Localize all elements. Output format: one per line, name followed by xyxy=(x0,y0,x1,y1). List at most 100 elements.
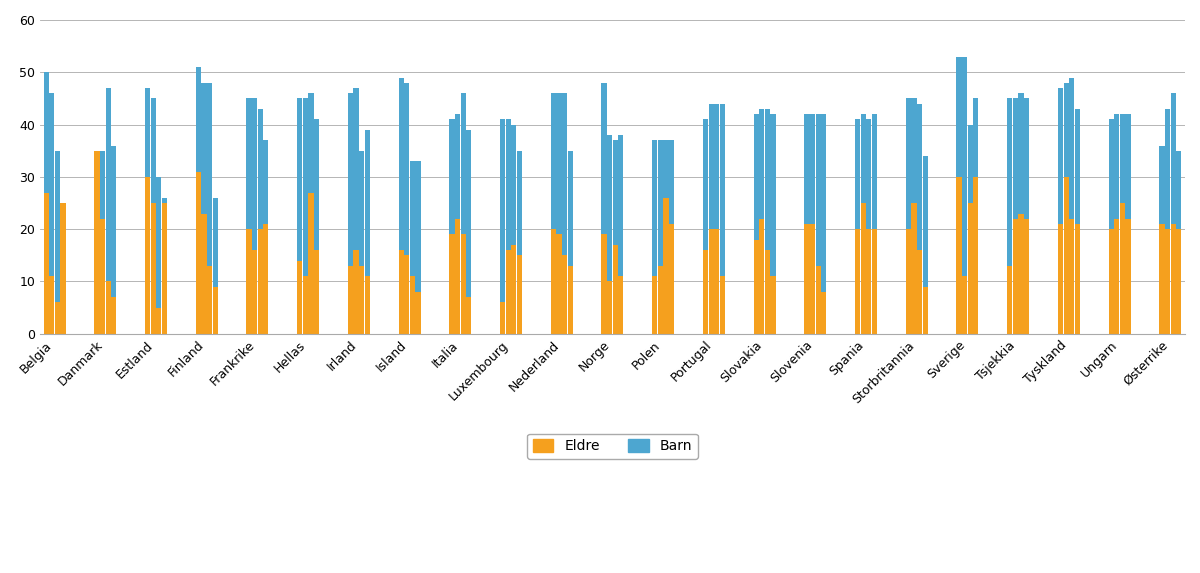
Bar xyxy=(1019,93,1024,214)
Bar xyxy=(923,286,928,334)
Bar xyxy=(348,266,353,334)
Bar xyxy=(354,88,359,250)
Bar xyxy=(866,229,871,334)
Bar xyxy=(668,224,674,334)
Bar xyxy=(1058,88,1063,224)
Bar xyxy=(1024,219,1030,334)
Bar xyxy=(1170,224,1176,334)
Bar xyxy=(860,203,866,334)
Bar xyxy=(821,114,827,292)
Bar xyxy=(95,151,100,334)
Bar xyxy=(505,119,511,250)
Bar xyxy=(196,172,200,334)
Bar xyxy=(906,99,911,229)
Bar xyxy=(151,99,156,203)
Bar xyxy=(708,229,714,334)
Bar xyxy=(500,119,505,303)
Bar xyxy=(404,83,409,256)
Bar xyxy=(804,224,810,334)
Bar xyxy=(246,229,252,334)
Bar xyxy=(1120,203,1126,334)
Legend: Eldre, Barn: Eldre, Barn xyxy=(527,434,698,458)
Bar xyxy=(1069,77,1074,219)
Bar xyxy=(258,109,263,229)
Bar xyxy=(613,140,618,245)
Bar xyxy=(106,88,110,281)
Bar xyxy=(607,281,612,334)
Bar xyxy=(810,224,815,334)
Bar xyxy=(658,140,664,266)
Bar xyxy=(557,93,562,234)
Bar xyxy=(212,198,217,286)
Bar xyxy=(156,177,162,308)
Bar xyxy=(298,261,302,334)
Bar xyxy=(466,297,472,334)
Bar xyxy=(298,99,302,261)
Bar xyxy=(106,281,110,334)
Bar xyxy=(956,57,961,177)
Bar xyxy=(1007,99,1013,266)
Bar xyxy=(354,250,359,334)
Bar xyxy=(252,250,257,334)
Bar xyxy=(517,256,522,334)
Bar xyxy=(618,276,624,334)
Bar xyxy=(263,224,269,334)
Bar xyxy=(856,229,860,334)
Bar xyxy=(449,234,455,334)
Bar xyxy=(302,99,308,276)
Bar xyxy=(1126,114,1130,219)
Bar xyxy=(562,256,568,334)
Bar xyxy=(923,156,928,286)
Bar xyxy=(314,119,319,250)
Bar xyxy=(151,203,156,334)
Bar xyxy=(962,57,967,276)
Bar xyxy=(49,93,54,276)
Bar xyxy=(816,114,821,266)
Bar xyxy=(760,109,764,219)
Bar xyxy=(500,303,505,334)
Bar xyxy=(720,104,725,276)
Bar xyxy=(60,203,66,334)
Bar xyxy=(917,104,922,250)
Bar xyxy=(365,276,370,334)
Bar xyxy=(314,250,319,334)
Bar xyxy=(252,99,257,250)
Bar xyxy=(770,276,775,334)
Bar xyxy=(714,229,719,334)
Bar xyxy=(206,83,212,266)
Bar xyxy=(302,276,308,334)
Bar xyxy=(1176,151,1181,229)
Bar xyxy=(1069,219,1074,334)
Bar xyxy=(872,114,877,229)
Bar xyxy=(162,198,167,203)
Bar xyxy=(449,119,455,234)
Bar xyxy=(404,256,409,334)
Bar xyxy=(348,93,353,266)
Bar xyxy=(1075,109,1080,224)
Bar xyxy=(415,161,421,292)
Bar xyxy=(365,130,370,276)
Bar xyxy=(1024,99,1030,219)
Bar xyxy=(43,193,49,334)
Bar xyxy=(668,140,674,224)
Bar xyxy=(511,245,516,334)
Bar xyxy=(461,93,466,234)
Bar xyxy=(308,193,313,334)
Bar xyxy=(856,119,860,229)
Bar xyxy=(754,114,758,240)
Bar xyxy=(764,109,770,250)
Bar xyxy=(601,234,607,334)
Bar xyxy=(568,266,572,334)
Bar xyxy=(703,250,708,334)
Bar xyxy=(973,99,978,177)
Bar xyxy=(455,219,460,334)
Bar xyxy=(1109,229,1114,334)
Bar xyxy=(511,124,516,245)
Bar xyxy=(202,83,206,214)
Bar xyxy=(618,135,624,276)
Bar xyxy=(1013,99,1018,219)
Bar xyxy=(258,229,263,334)
Bar xyxy=(607,135,612,281)
Bar xyxy=(517,151,522,256)
Bar xyxy=(911,203,917,334)
